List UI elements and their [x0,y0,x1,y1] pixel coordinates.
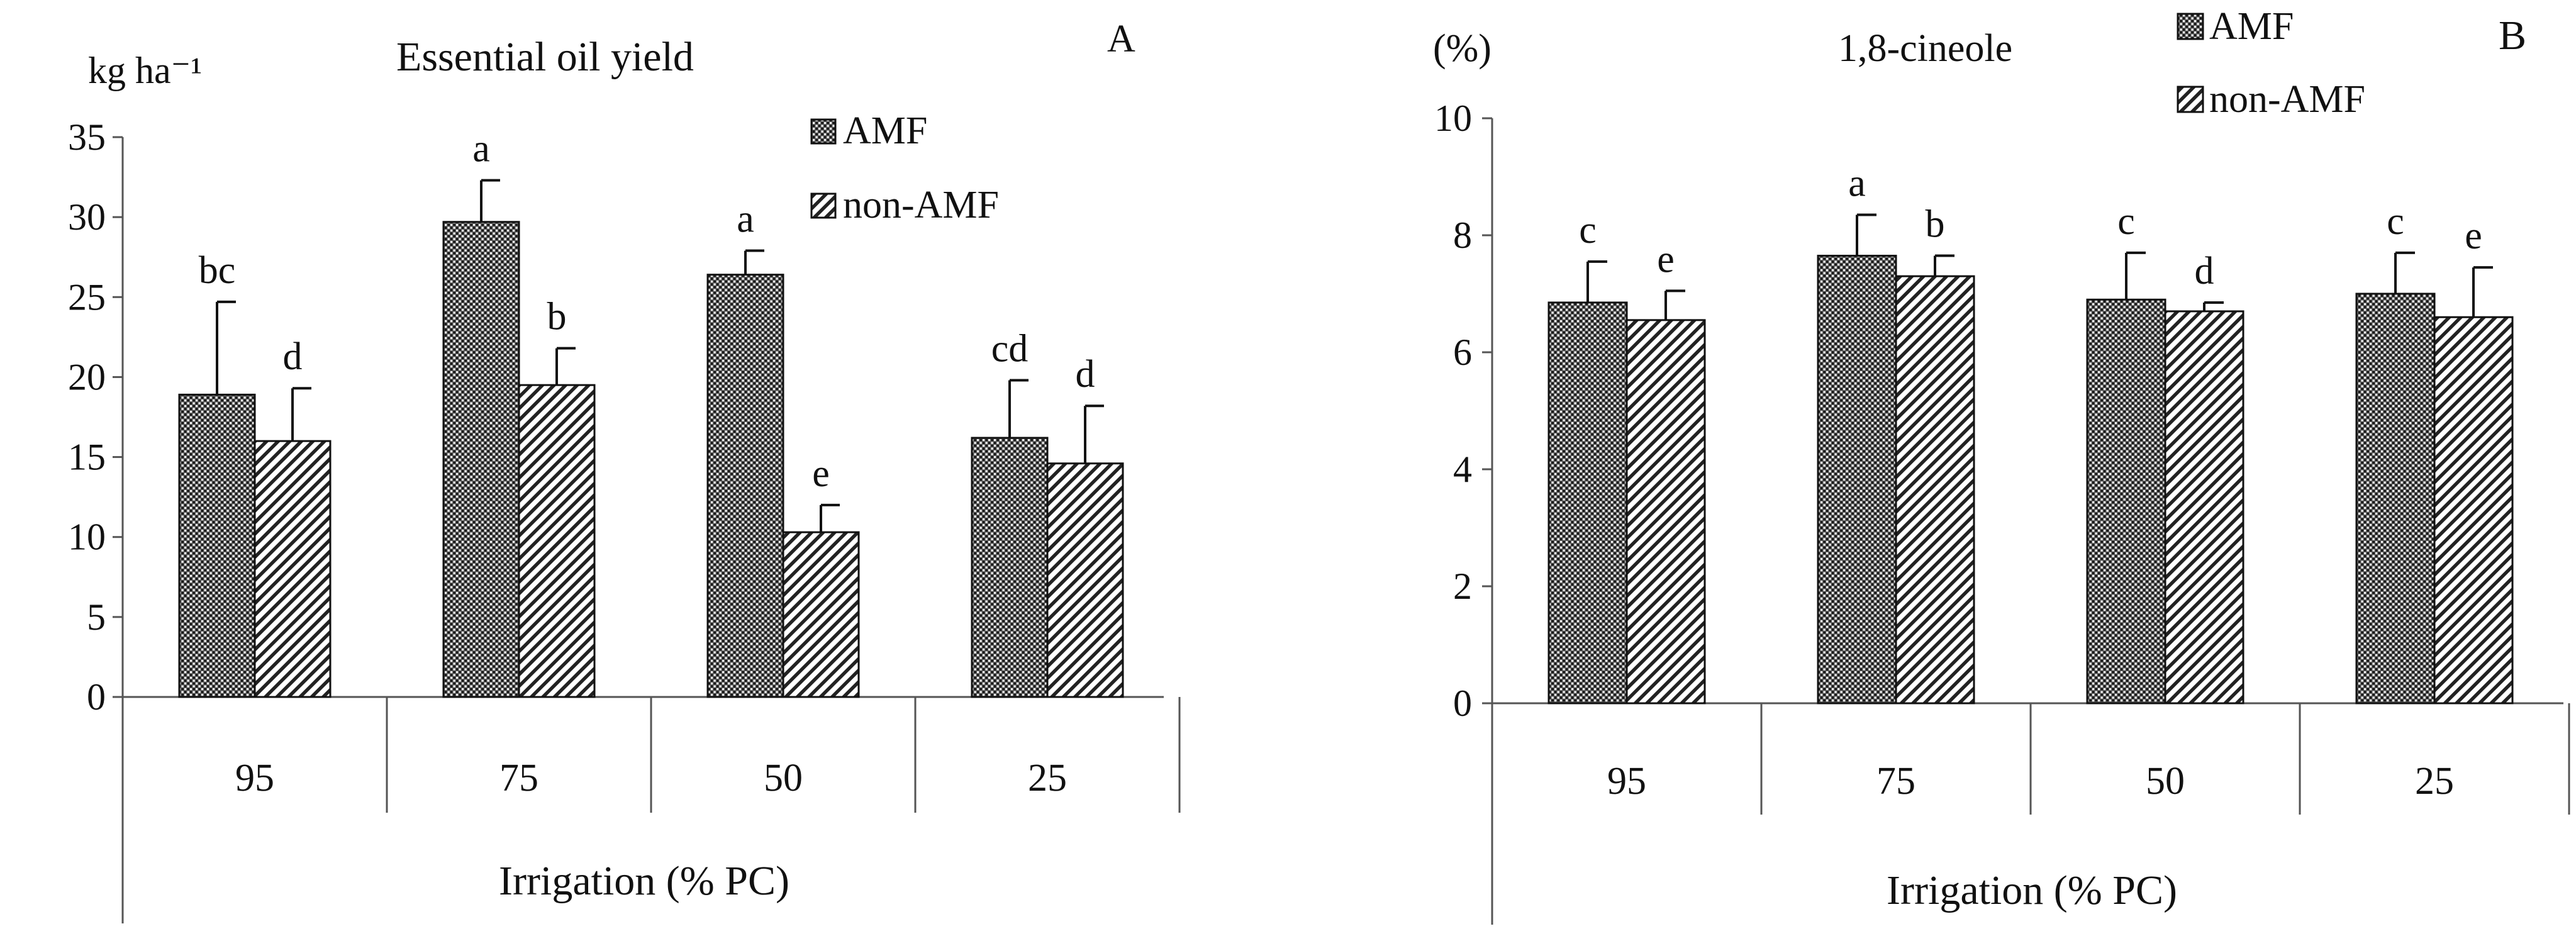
significance-letter: d [1076,353,1095,396]
significance-letter: c [2387,200,2404,243]
y-tick-label: 0 [87,676,106,718]
legend-swatch-non-amf [810,192,837,219]
panel-letter: A [1107,18,1135,60]
legend-label: non-AMF [2209,78,2365,121]
x-tick-label: 75 [499,757,538,800]
bar-non-amf [782,531,860,698]
legend-label: AMF [2209,5,2294,48]
y-tick-label: 30 [68,196,106,238]
y-tick-label: 6 [1453,332,1472,373]
bar-amf [706,274,784,698]
x-tick-label: 95 [235,757,274,800]
bar-non-amf [254,440,332,698]
legend-swatch-non-amf [2177,86,2204,113]
x-tick-label: 25 [1028,757,1067,800]
y-tick-label: 8 [1453,214,1472,256]
legend: AMF non-AMF [2177,5,2365,121]
legend-swatch-amf [810,118,837,145]
significance-letter: a [737,198,754,241]
bar-non-amf [518,384,596,698]
y-axis-label: (%) [1433,27,1492,70]
significance-letter: e [1657,238,1675,281]
x-tick-label: 75 [1876,760,1915,803]
y-tick-label: 10 [1434,98,1472,139]
x-tick-label: 95 [1607,760,1646,803]
y-tick-label: 25 [68,276,106,318]
significance-letter: bc [199,249,236,292]
significance-letter: d [283,335,303,378]
significance-letter: a [472,128,490,170]
y-tick-label: 35 [68,116,106,158]
bar-non-amf [1895,275,1975,705]
bar-amf [178,393,256,698]
bar-amf [2086,298,2166,705]
chart-title: Essential oil yield [396,34,694,80]
panel-letter: B [2499,13,2526,58]
chart-title: 1,8-cineole [1838,27,2012,70]
x-tick-label: 25 [2415,760,2454,803]
y-tick-label: 5 [87,596,106,638]
bar-amf [1547,301,1628,705]
bar-non-amf [2433,316,2514,705]
x-tick-label: 50 [2146,760,2185,803]
legend-label: non-AMF [843,184,999,226]
bar-non-amf [1625,319,1706,705]
significance-letter: e [812,452,830,495]
bar-amf [442,221,520,698]
y-tick-label: 0 [1453,682,1472,724]
chart-panel-b: B 1,8-cineole (%) Irrigation (% PC) 95 7… [1433,5,2570,925]
significance-letter: e [2465,214,2482,257]
bar-amf [971,437,1049,698]
x-axis-title: Irrigation (% PC) [499,858,789,904]
y-tick-label: 20 [68,356,106,398]
significance-letter: a [1848,162,1866,204]
legend: AMF non-AMF [810,109,999,226]
significance-letter: c [2117,200,2135,243]
y-tick-label: 10 [68,516,106,558]
bar-amf [2355,292,2436,705]
x-tick-label: 50 [764,757,803,800]
significance-letter: cd [991,328,1029,370]
significance-letter: d [2195,250,2214,292]
x-axis-title: Irrigation (% PC) [1887,867,2177,913]
bar-non-amf [1046,462,1124,698]
significance-letter: b [1926,203,1945,246]
significance-letter: c [1579,209,1597,252]
chart-panel-a: A Essential oil yield kg ha⁻¹ Irrigation… [68,18,1181,923]
y-axis-label: kg ha⁻¹ [88,50,202,91]
y-tick-label: 2 [1453,566,1472,607]
y-tick-label: 15 [68,437,106,478]
bar-amf [1817,255,1897,705]
legend-swatch-amf [2177,13,2204,40]
legend-label: AMF [843,109,927,152]
y-tick-label: 4 [1453,448,1472,490]
significance-letter: b [547,296,567,338]
bar-non-amf [2164,310,2244,705]
